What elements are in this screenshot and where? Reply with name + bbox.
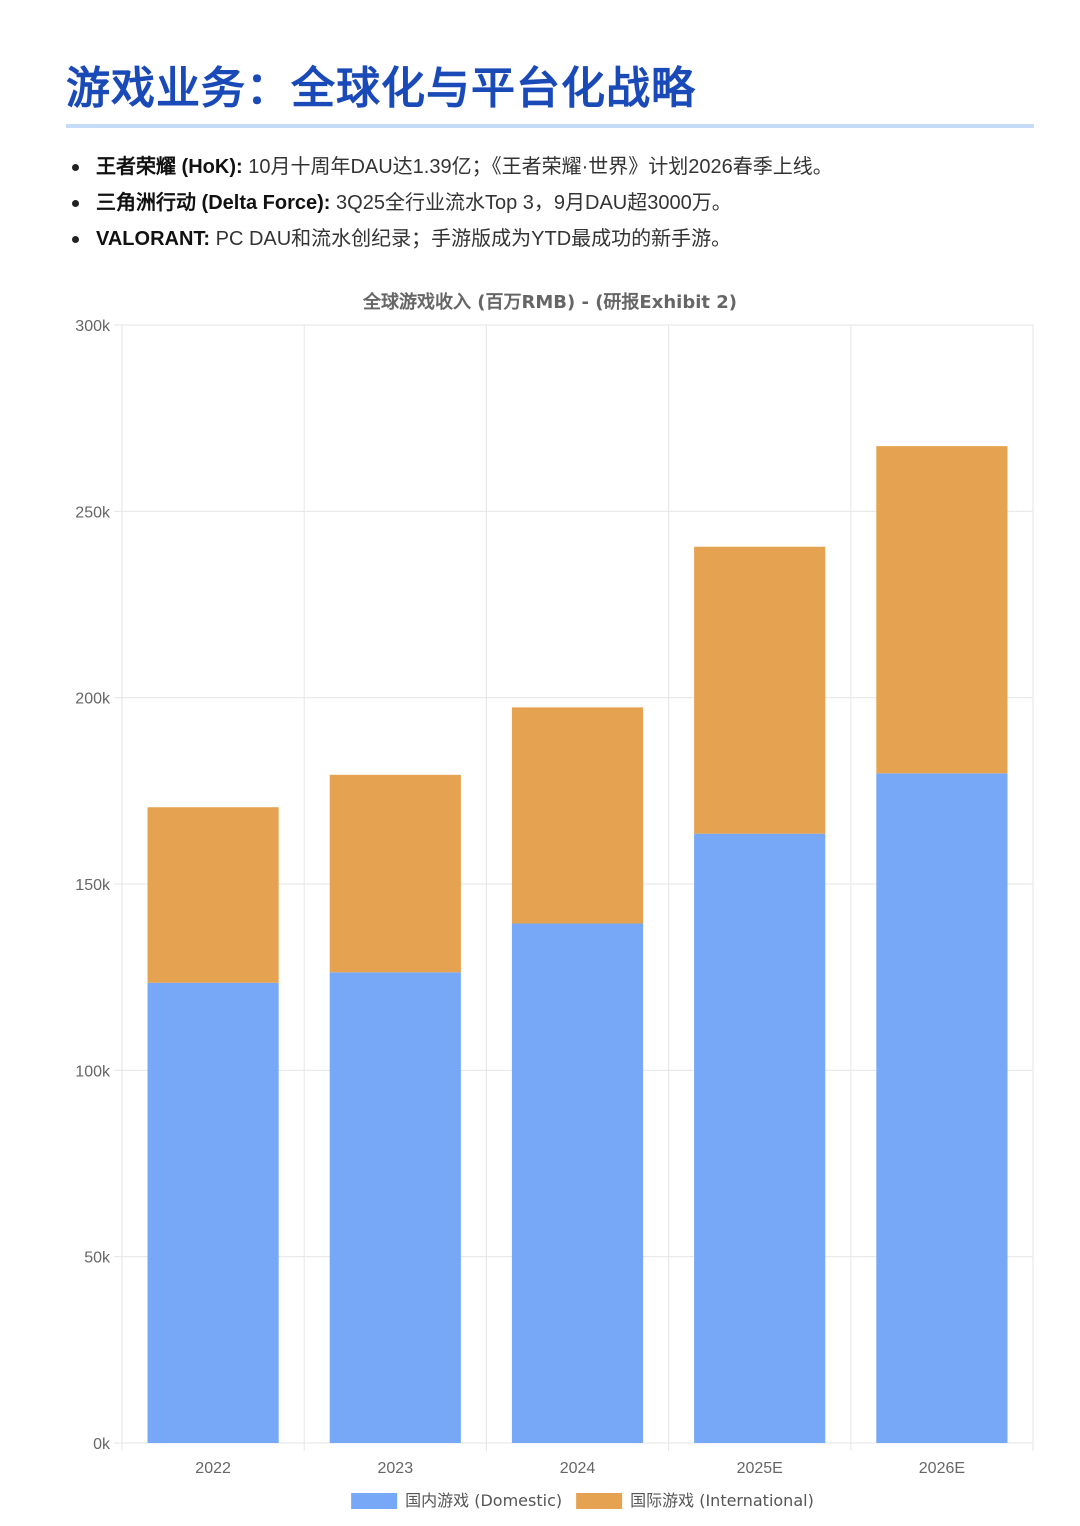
highlight-valorant: VALORANT: PC DAU和流水创纪录；手游版成为YTD最成功的新手游。	[70, 224, 833, 260]
y-tick-label: 300k	[75, 318, 111, 335]
highlight-label: VALORANT:	[96, 228, 211, 250]
title-divider	[66, 124, 1034, 128]
highlights-list: 王者荣耀 (HoK): 10月十周年DAU达1.39亿；《王者荣耀·世界》计划2…	[70, 152, 833, 260]
bullet-dot-icon	[72, 200, 79, 207]
y-tick-label: 100k	[75, 1063, 111, 1080]
highlight-text: PC DAU和流水创纪录；手游版成为YTD最成功的新手游。	[210, 228, 732, 250]
highlight-delta-force: 三角洲行动 (Delta Force): 3Q25全行业流水Top 3，9月DA…	[70, 188, 833, 224]
highlight-text: 3Q25全行业流水Top 3，9月DAU超3000万。	[330, 192, 732, 214]
bar-international-2026E	[876, 446, 1008, 774]
bullet-dot-icon	[72, 164, 79, 171]
bar-domestic-2023	[329, 972, 461, 1443]
legend-label: 国内游戏 (Domestic)	[405, 1491, 562, 1510]
highlight-text: 10月十周年DAU达1.39亿；《王者荣耀·世界》计划2026春季上线。	[242, 156, 833, 178]
legend-swatch-international	[576, 1493, 623, 1509]
chart-title: 全球游戏收入 (百万RMB) - (研报Exhibit 2)	[362, 291, 737, 313]
bar-domestic-2024	[511, 923, 644, 1443]
legend-swatch-domestic	[351, 1493, 398, 1509]
highlight-hok: 王者荣耀 (HoK): 10月十周年DAU达1.39亿；《王者荣耀·世界》计划2…	[70, 152, 833, 188]
y-tick-label: 250k	[75, 504, 111, 521]
y-tick-label: 150k	[75, 877, 111, 894]
legend-label: 国际游戏 (International)	[630, 1491, 814, 1510]
bar-international-2022	[147, 807, 279, 983]
highlight-label: 王者荣耀 (HoK):	[96, 156, 243, 178]
bar-domestic-2022	[147, 982, 279, 1443]
x-tick-label: 2024	[560, 1460, 596, 1477]
bar-international-2023	[329, 774, 461, 973]
revenue-chart-svg: 0k 50k 100k 150k 200k 250k 300k 2022 2023 2024 202…	[75, 291, 1034, 1510]
bullet-dot-icon	[72, 236, 79, 243]
page-title: 游戏业务：全球化与平台化战略	[66, 63, 696, 114]
revenue-chart: 0k 50k 100k 150k 200k 250k 300k 2022 2023 2024 202…	[0, 270, 1080, 1526]
bar-international-2024	[511, 707, 644, 924]
y-tick-label: 0k	[93, 1436, 111, 1453]
bar-international-2025E	[694, 546, 826, 834]
highlight-label: 三角洲行动 (Delta Force):	[96, 192, 331, 214]
y-tick-label: 50k	[84, 1250, 111, 1267]
bar-domestic-2025E	[694, 833, 826, 1443]
x-tick-label: 2022	[195, 1460, 231, 1477]
x-tick-label: 2025E	[737, 1460, 783, 1477]
x-tick-label: 2026E	[919, 1460, 965, 1477]
x-tick-label: 2023	[378, 1460, 414, 1477]
y-tick-label: 200k	[75, 691, 111, 708]
bar-domestic-2026E	[876, 773, 1008, 1443]
